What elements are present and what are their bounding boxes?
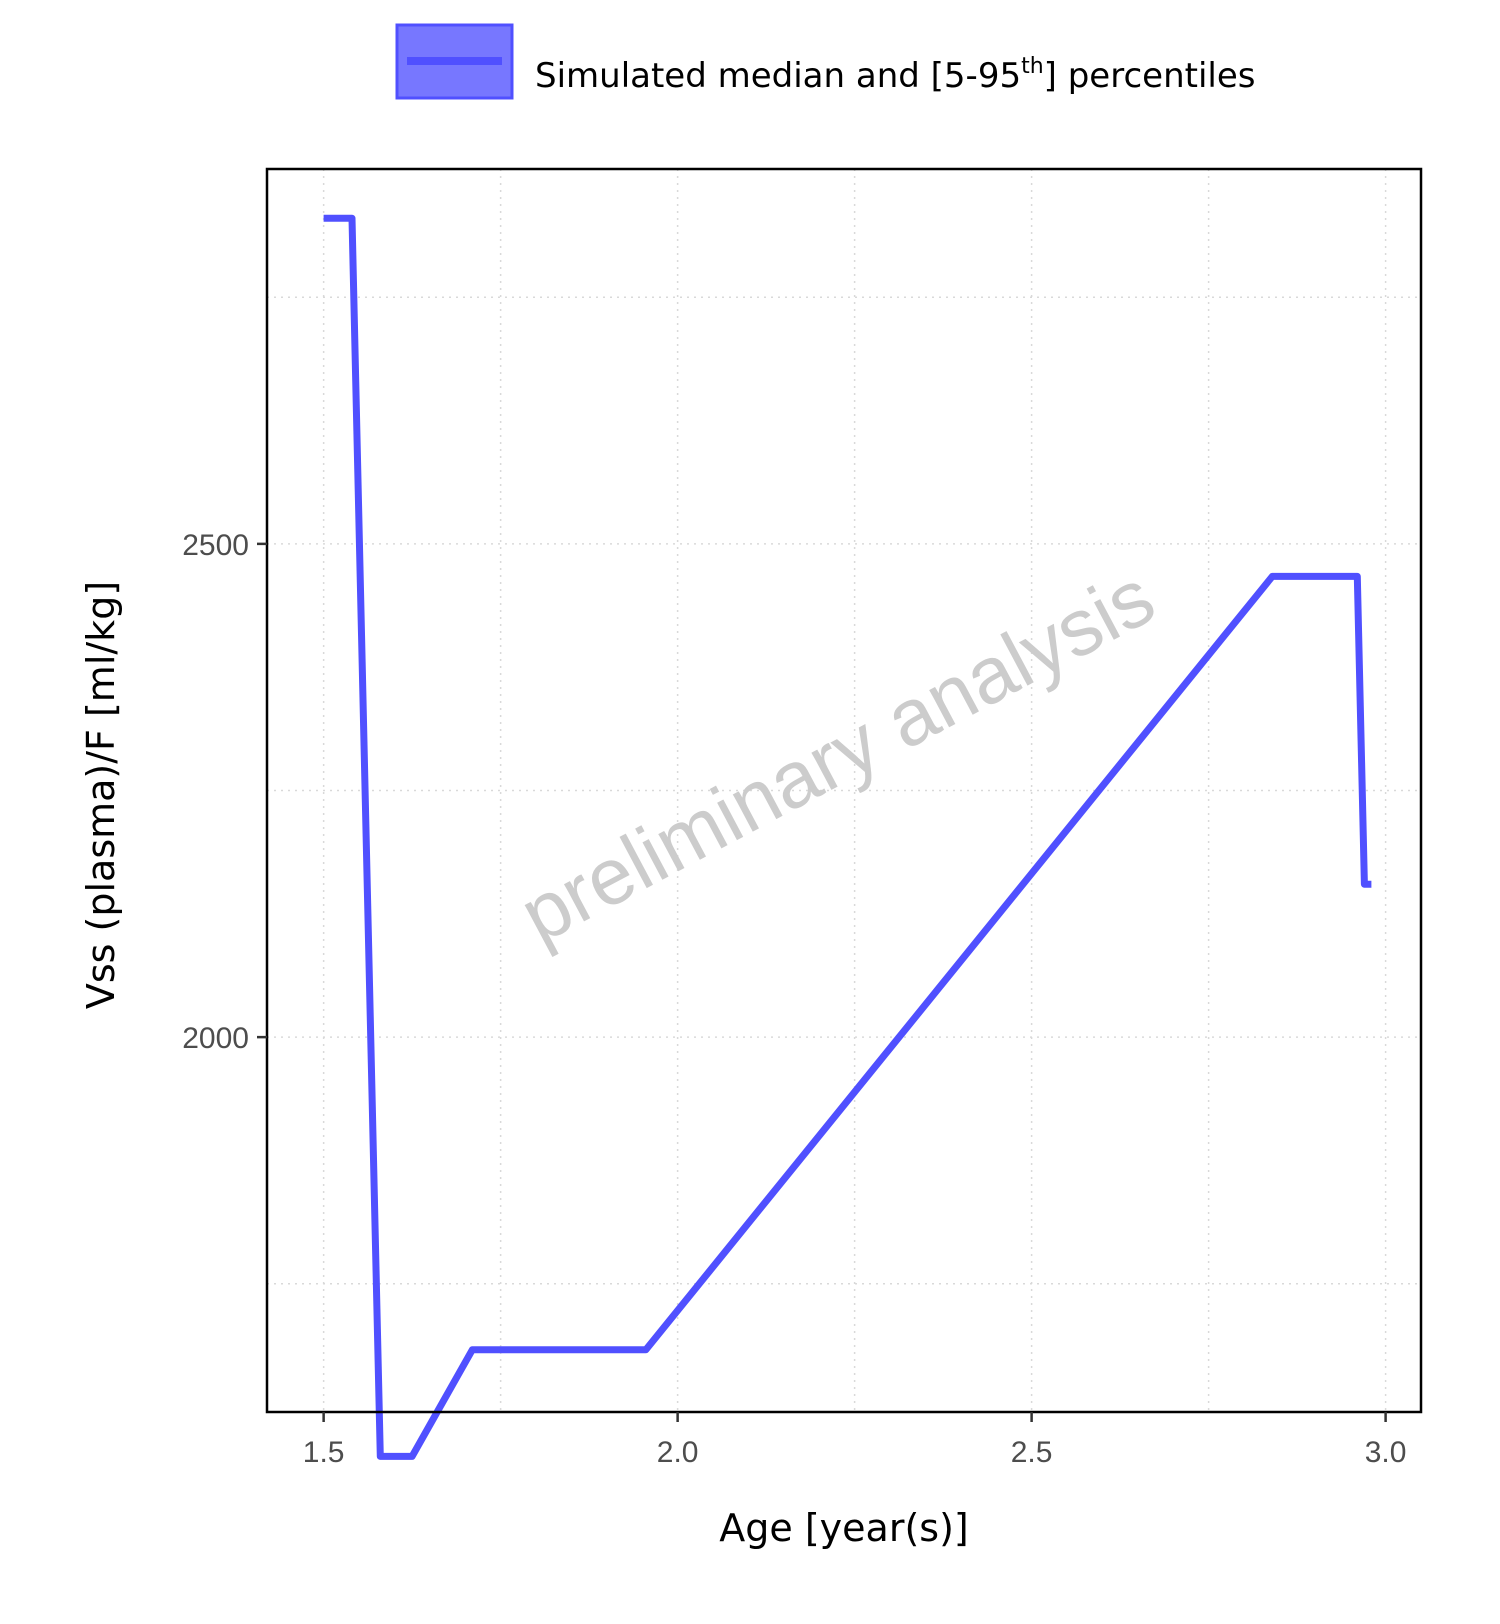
legend-label: Simulated median and [5-95th] percentile… [535, 54, 1255, 96]
legend-superscript: th [1021, 54, 1044, 79]
watermark: preliminary analysis [506, 552, 1168, 960]
x-axis-title: Age [year(s)] [719, 1506, 968, 1550]
legend: Simulated median and [5-95th] percentile… [395, 23, 1255, 100]
x-tick-label: 2.5 [1011, 1436, 1053, 1469]
y-axis-title: Vss (plasma)/F [ml/kg] [79, 581, 123, 1009]
x-tick-label: 1.5 [303, 1436, 345, 1469]
y-tick-label: 2000 [182, 1022, 249, 1055]
x-tick-label: 2.0 [657, 1436, 699, 1469]
y-tick-label: 2500 [182, 529, 249, 562]
plot-border [265, 167, 1423, 1414]
axis-ticks: 1.5 2.0 2.5 3.0 2000 2500 [182, 529, 1406, 1469]
x-tick-label: 3.0 [1365, 1436, 1407, 1469]
series-line [323, 214, 1372, 1460]
